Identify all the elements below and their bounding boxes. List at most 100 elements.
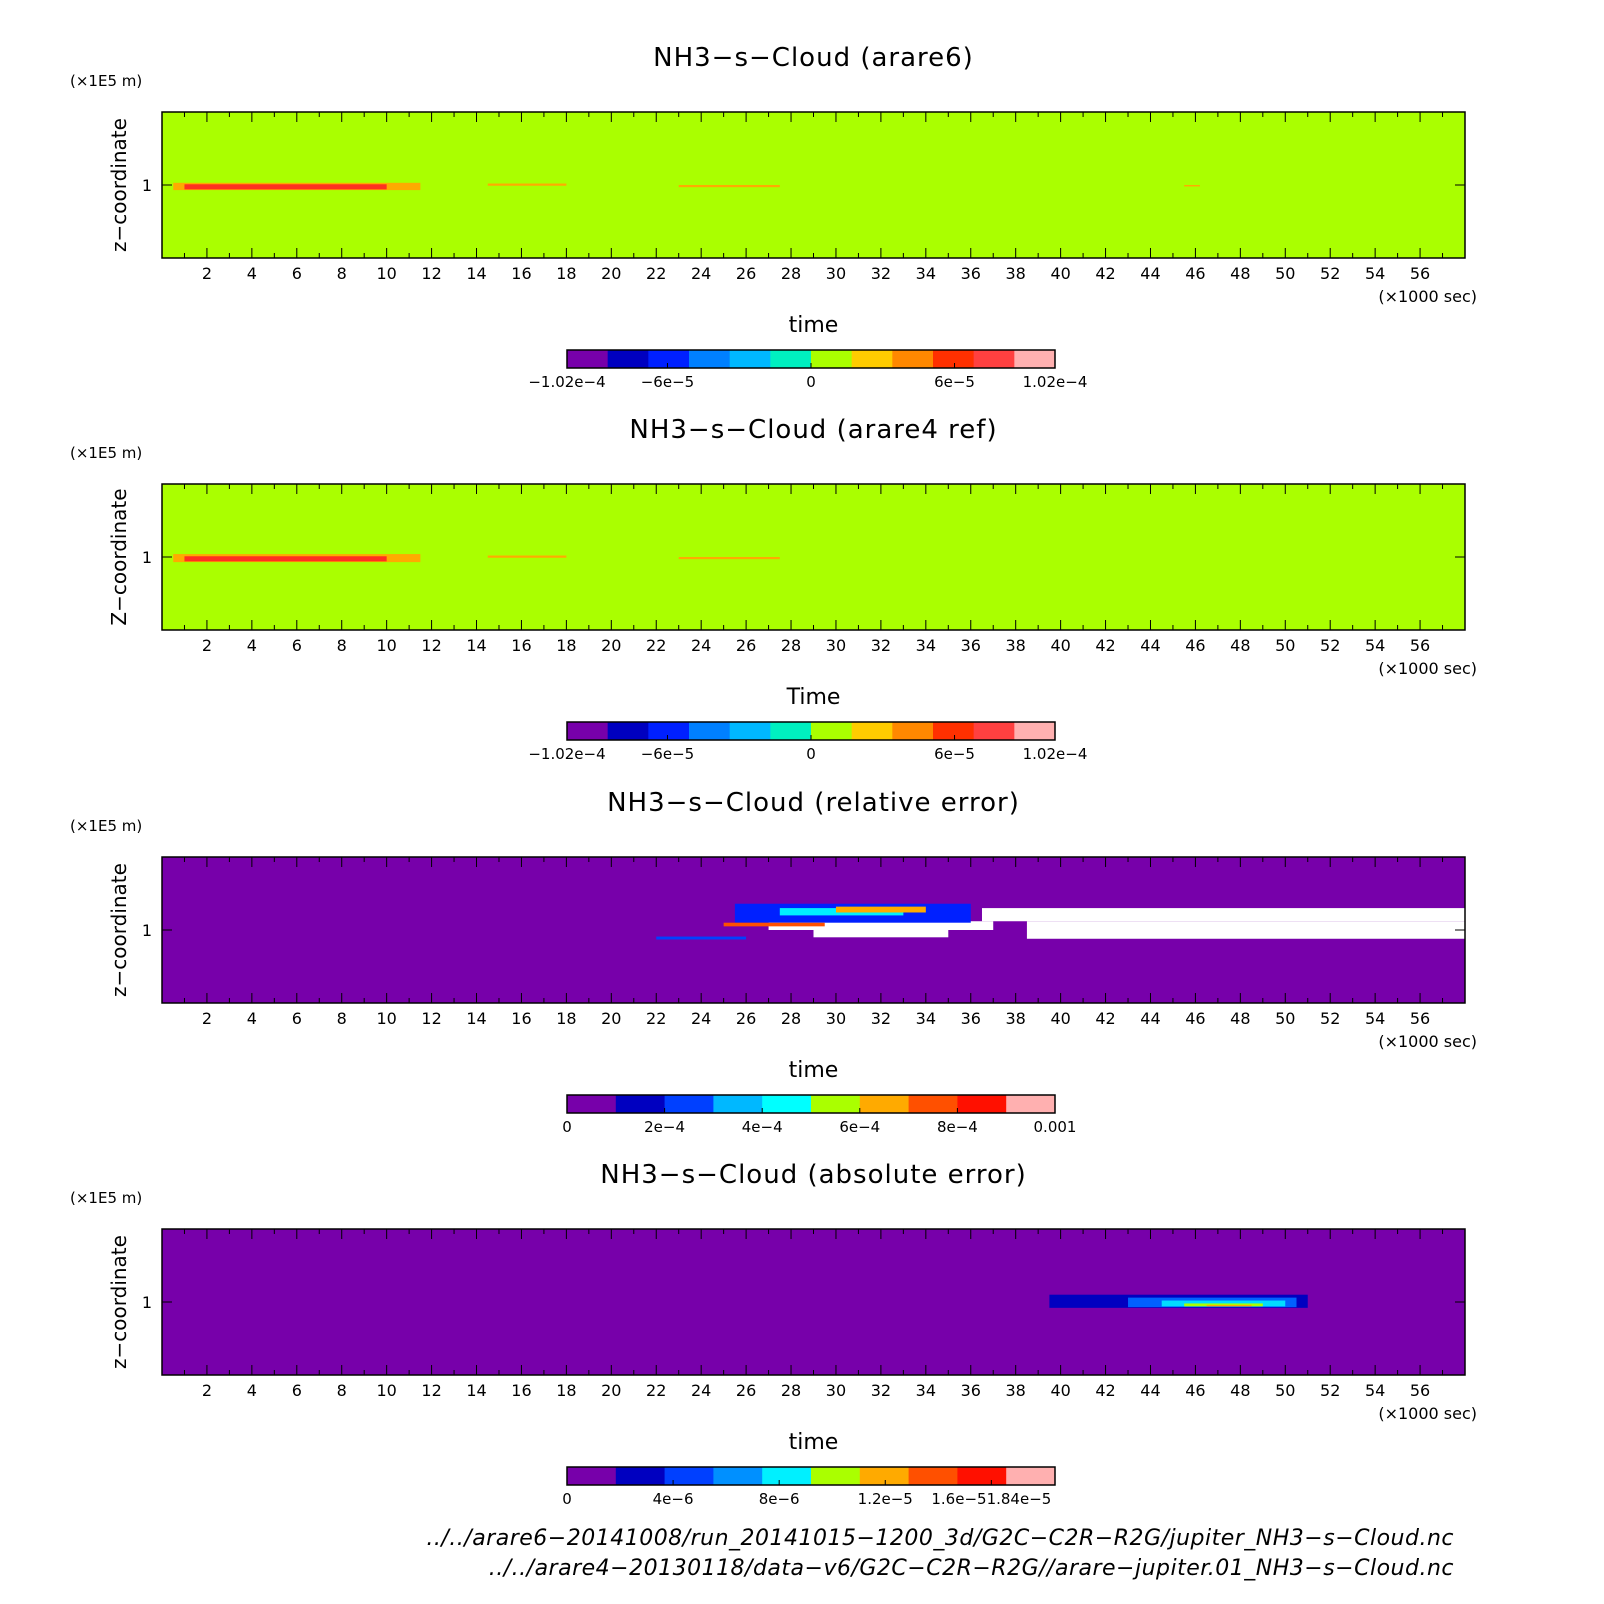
colorbar-swatch: [973, 722, 1015, 740]
x-tick-label: 8: [337, 636, 347, 655]
colorbar-swatch: [851, 722, 893, 740]
x-tick-label: 36: [961, 636, 981, 655]
colorbar-tick-label: −6e−5: [641, 373, 694, 391]
heatmap-region-3: [813, 930, 949, 938]
x-tick-label: 20: [601, 1009, 621, 1028]
x-tick-label: 52: [1320, 636, 1340, 655]
colorbar-swatch: [1014, 350, 1056, 368]
x-tick-label: 32: [871, 636, 891, 655]
colorbar-tick-label: −1.02e−4: [528, 373, 605, 391]
heatmap-region-4: [768, 921, 994, 930]
heatmap-region-8: [723, 922, 825, 927]
heatmap-region-9: [835, 906, 926, 913]
colorbar-swatch: [892, 722, 934, 740]
colorbar-swatch: [567, 1467, 617, 1485]
x-tick-label: 16: [511, 636, 531, 655]
x-tick-label: 16: [511, 264, 531, 283]
panel-1: NH3−s−Cloud (arare6) (×1E5 m) z−coordinate…: [70, 43, 1477, 391]
x-tick-label: 34: [916, 1009, 936, 1028]
x-tick-label: 28: [781, 636, 801, 655]
colorbar-tick-label: 0.001: [1034, 1118, 1077, 1136]
x-tick-label: 38: [1006, 636, 1026, 655]
x-tick-label: 8: [337, 264, 347, 283]
colorbar-tick-label: −6e−5: [641, 745, 694, 763]
colorbar-swatch: [729, 350, 771, 368]
x-unit-label: (×1000 sec): [1378, 287, 1477, 306]
x-tick-label: 48: [1230, 1009, 1250, 1028]
y-unit-label: (×1E5 m): [70, 1189, 142, 1207]
x-tick-label: 46: [1185, 636, 1205, 655]
x-tick-label: 54: [1365, 264, 1385, 283]
colorbar-swatch: [933, 722, 975, 740]
x-tick-label: 10: [376, 636, 396, 655]
x-tick-label: 40: [1050, 1009, 1070, 1028]
x-tick-label: 14: [466, 264, 486, 283]
heatmap-region-1: [981, 908, 1465, 922]
x-tick-label: 18: [556, 1009, 576, 1028]
x-tick-label: 6: [292, 636, 302, 655]
x-axis-label: Time: [786, 685, 841, 710]
heatmap-region-4: [678, 185, 780, 188]
x-tick-label: 12: [421, 1381, 441, 1400]
x-tick-label: 50: [1275, 636, 1295, 655]
x-tick-label: 40: [1050, 1381, 1070, 1400]
x-tick-label: 48: [1230, 636, 1250, 655]
x-tick-label: 28: [781, 1009, 801, 1028]
colorbar-tick-label: 8e−4: [937, 1118, 978, 1136]
panel-title: NH3−s−Cloud (arare6): [653, 43, 974, 73]
colorbar-swatch: [567, 722, 609, 740]
x-tick-label: 16: [511, 1009, 531, 1028]
colorbar-swatch: [648, 350, 690, 368]
x-tick-label: 48: [1230, 1381, 1250, 1400]
heatmap-region-4: [1184, 1303, 1263, 1307]
source-file-label-2: ../../arare4−20130118/data−v6/G2C−C2R−R2…: [488, 1556, 1454, 1581]
x-tick-label: 30: [826, 264, 846, 283]
colorbar-swatch: [729, 722, 771, 740]
colorbar-swatch: [957, 1095, 1007, 1113]
y-tick-label: 1: [142, 1293, 152, 1312]
panel-title: NH3−s−Cloud (arare4 ref): [629, 415, 997, 445]
x-tick-label: 10: [376, 1009, 396, 1028]
y-axis-label: z−coordinate: [107, 863, 131, 997]
x-tick-label: 18: [556, 1381, 576, 1400]
colorbar-tick-label: 4e−4: [742, 1118, 783, 1136]
panel-title: NH3−s−Cloud (absolute error): [600, 1160, 1026, 1190]
x-tick-label: 8: [337, 1009, 347, 1028]
colorbar-swatch: [811, 350, 853, 368]
x-tick-label: 54: [1365, 1381, 1385, 1400]
x-tick-label: 4: [247, 636, 257, 655]
x-tick-label: 46: [1185, 264, 1205, 283]
x-tick-label: 2: [202, 636, 212, 655]
x-tick-label: 44: [1140, 264, 1160, 283]
x-tick-label: 18: [556, 636, 576, 655]
x-tick-label: 26: [736, 1381, 756, 1400]
x-tick-label: 48: [1230, 264, 1250, 283]
x-tick-label: 56: [1410, 636, 1430, 655]
x-tick-label: 14: [466, 636, 486, 655]
colorbar-frame: [566, 1094, 1056, 1114]
x-tick-label: 4: [247, 1009, 257, 1028]
x-tick-label: 6: [292, 1009, 302, 1028]
x-tick-label: 28: [781, 264, 801, 283]
colorbar-swatch: [859, 1467, 910, 1485]
x-tick-label: 4: [247, 1381, 257, 1400]
x-tick-label: 32: [871, 1009, 891, 1028]
y-unit-label: (×1E5 m): [70, 444, 142, 462]
colorbar-swatch: [689, 350, 731, 368]
heatmap-region-2: [184, 556, 387, 562]
x-tick-label: 20: [601, 264, 621, 283]
x-tick-label: 54: [1365, 636, 1385, 655]
heatmap-region-2: [1026, 921, 1465, 939]
y-unit-label: (×1E5 m): [70, 817, 142, 835]
y-axis-label: z−coordinate: [107, 1235, 131, 1369]
x-axis-label: time: [789, 1058, 839, 1083]
colorbar-swatch: [664, 1467, 714, 1485]
x-tick-label: 34: [916, 1381, 936, 1400]
x-tick-label: 22: [646, 636, 666, 655]
colorbar-swatch: [892, 350, 934, 368]
x-tick-label: 46: [1185, 1009, 1205, 1028]
colorbar-swatch: [933, 350, 975, 368]
x-tick-label: 12: [421, 636, 441, 655]
x-tick-label: 42: [1095, 636, 1115, 655]
colorbar-swatch: [713, 1095, 763, 1113]
